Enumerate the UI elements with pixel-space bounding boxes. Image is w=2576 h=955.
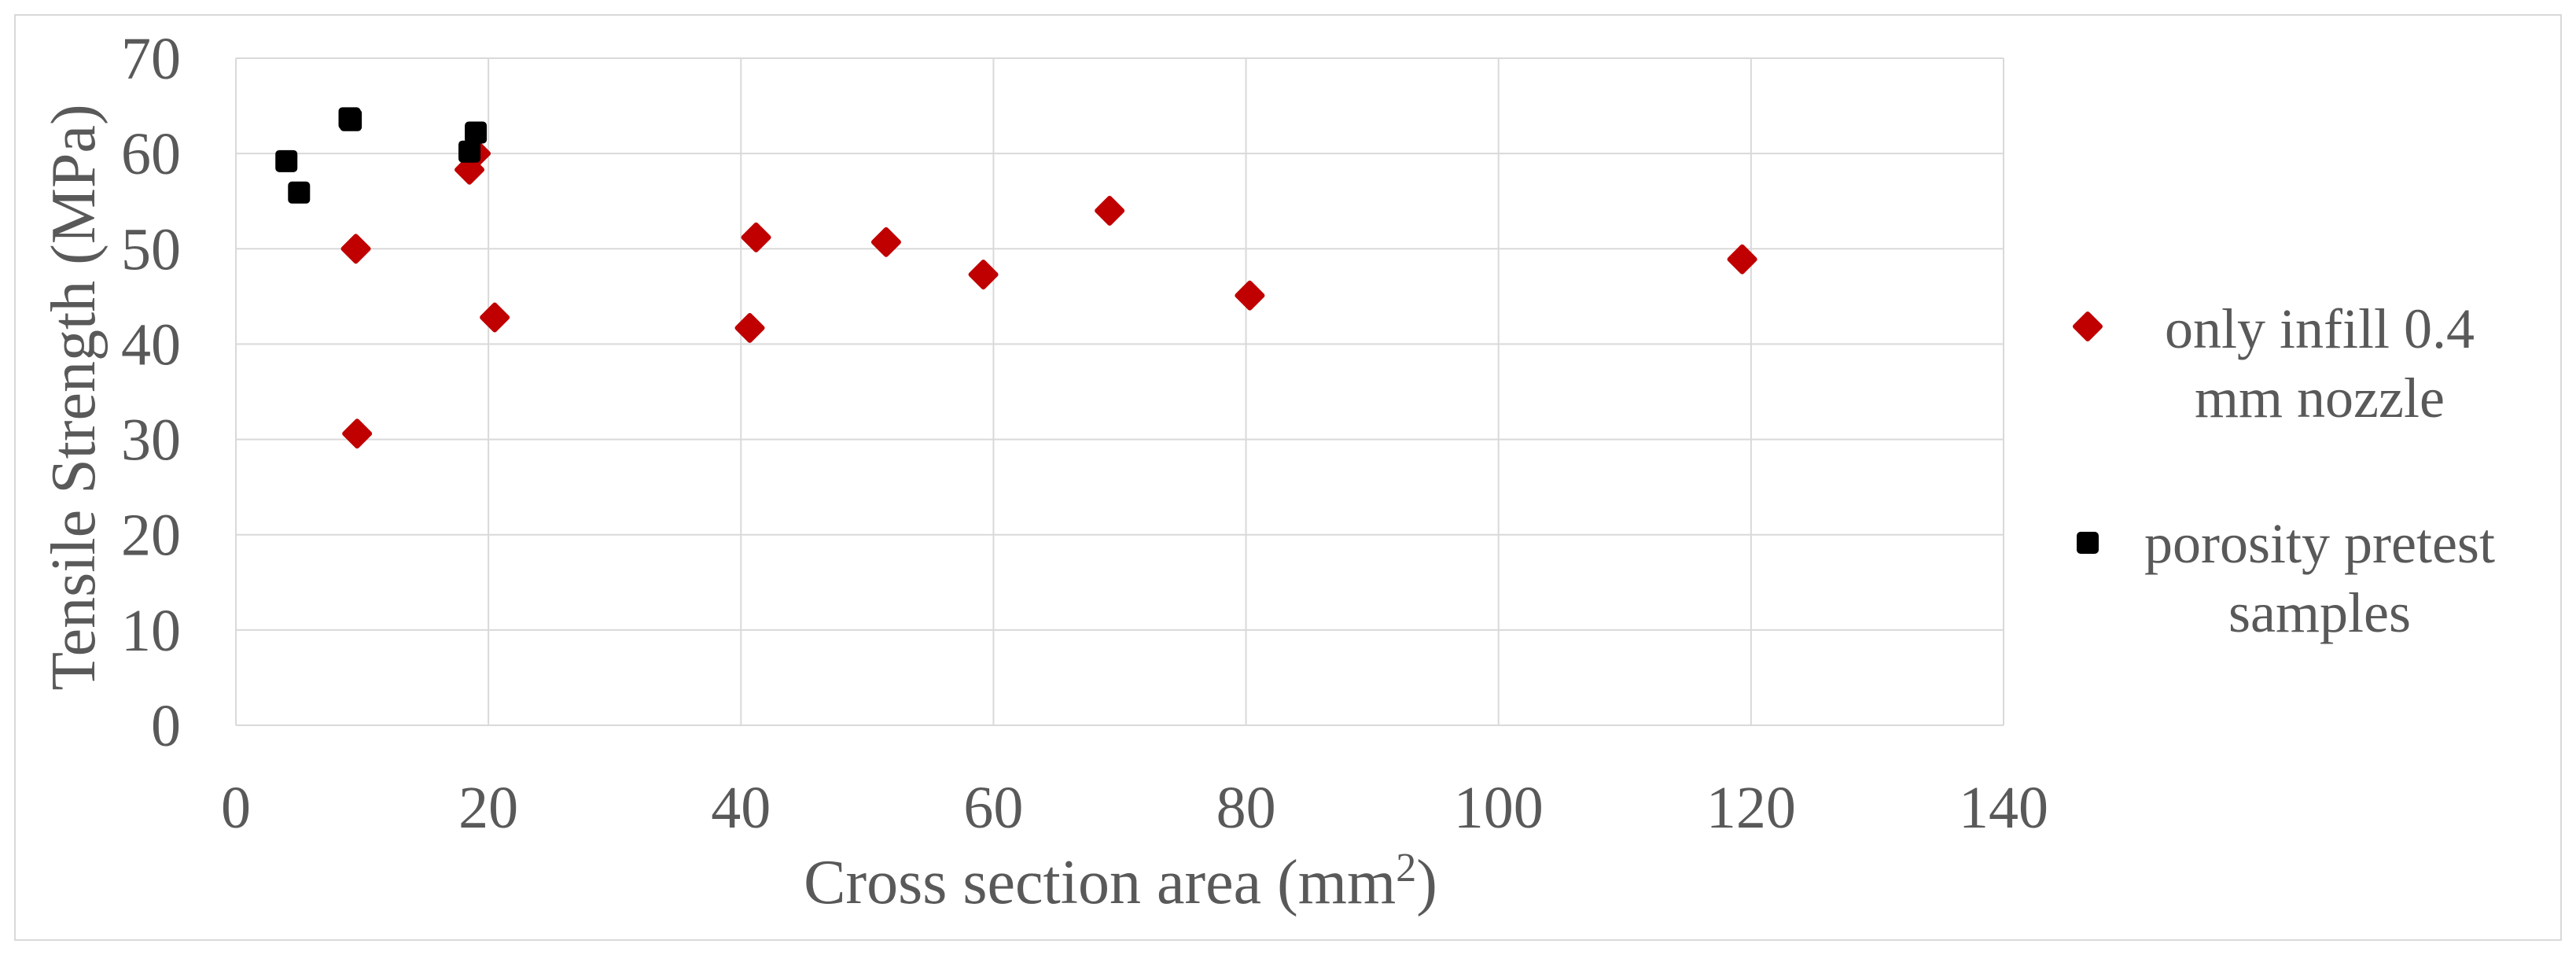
y-tick-label: 20 [121, 503, 181, 569]
x-axis-title-superscript: 2 [1396, 846, 1416, 890]
tick-labels: 0 10 20 30 40 50 60 70 0 20 40 60 80 100 120 140 [121, 26, 2048, 841]
x-axis-title: Cross section area (mm2) [804, 846, 1437, 917]
legend-marker [2077, 532, 2099, 554]
legend-label: mm nozzle [2195, 367, 2445, 430]
x-tick-label: 80 [1216, 775, 1276, 841]
y-tick-label: 70 [121, 26, 181, 92]
data-point-square [340, 109, 362, 131]
data-point-diamond [480, 302, 510, 333]
legend-label: porosity pretest [2144, 512, 2495, 575]
data-point-square [458, 140, 481, 163]
legend-label: only infill 0.4 [2165, 297, 2475, 360]
data-point-diamond [342, 419, 373, 449]
data-point-diamond [1235, 280, 1265, 311]
x-tick-label: 100 [1454, 775, 1544, 841]
y-tick-label: 10 [121, 598, 181, 664]
gridlines [235, 57, 2004, 726]
data-point-diamond [870, 227, 901, 257]
data-point-square [465, 121, 488, 144]
x-axis-title-suffix: ) [1416, 848, 1437, 917]
data-point-diamond [968, 259, 999, 289]
x-tick-label: 20 [458, 775, 518, 841]
data-point-diamond [1095, 195, 1125, 226]
legend-label: samples [2228, 581, 2411, 644]
data-point-square [288, 181, 311, 204]
y-axis-title: Tensile Strength (MPa) [39, 104, 109, 690]
x-tick-label: 0 [221, 775, 251, 841]
y-tick-label: 0 [151, 693, 181, 759]
x-axis-title-main: Cross section area (mm [804, 848, 1396, 917]
y-tick-label: 50 [121, 216, 181, 282]
y-tick-label: 60 [121, 121, 181, 187]
x-tick-label: 40 [711, 775, 771, 841]
x-tick-label: 60 [963, 775, 1023, 841]
y-tick-label: 30 [121, 407, 181, 474]
data-point-square [275, 149, 298, 172]
legend: only infill 0.4 mm nozzle porosity pretest… [2073, 297, 2495, 644]
x-tick-label: 140 [1959, 775, 2048, 841]
data-point-diamond [1727, 244, 1757, 275]
data-point-diamond [741, 222, 771, 253]
chart-area [14, 14, 2562, 941]
data-point-diamond [340, 234, 371, 264]
x-tick-label: 120 [1706, 775, 1796, 841]
legend-marker [2073, 312, 2103, 341]
y-tick-label: 40 [121, 312, 181, 378]
data-points [275, 107, 1757, 449]
data-point-diamond [734, 312, 765, 343]
